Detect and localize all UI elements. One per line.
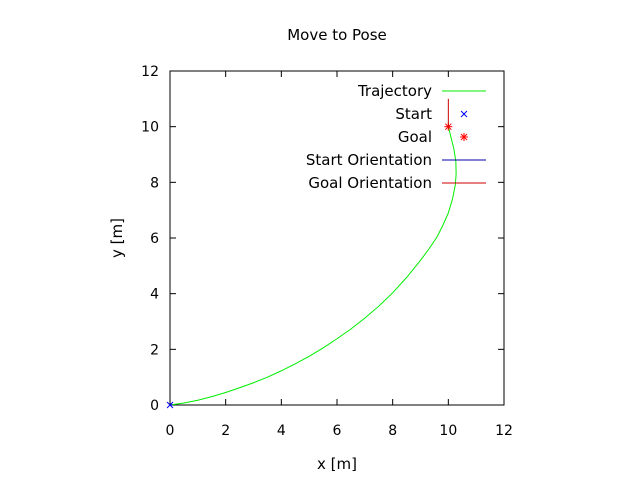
legend: Trajectory Start Goal Start Orientation Goal…	[306, 82, 486, 192]
y-axis-label: y [m]	[108, 218, 126, 258]
legend-label-goal-orientation: Goal Orientation	[308, 174, 432, 192]
legend-label-start: Start	[395, 105, 432, 123]
x-tick-label: 0	[166, 423, 175, 439]
x-tick-label: 10	[439, 423, 457, 439]
legend-swatch-goal	[460, 133, 468, 141]
y-tick-label: 10	[141, 120, 159, 136]
y-tick-label: 6	[150, 231, 159, 247]
chart-title: Move to Pose	[287, 26, 387, 44]
axis-ticks	[169, 70, 505, 406]
x-tick-label: 12	[495, 423, 513, 439]
axis-tick-labels: 0 2 4 6 8 10 12 0 2 4 6 8 10 12	[141, 64, 513, 439]
y-tick-label: 4	[150, 287, 159, 303]
legend-label-start-orientation: Start Orientation	[306, 151, 432, 169]
legend-label-trajectory: Trajectory	[357, 82, 432, 100]
plot-area-frame	[169, 70, 505, 406]
x-axis-label: x [m]	[317, 455, 357, 473]
legend-label-goal: Goal	[398, 128, 432, 146]
x-tick-label: 2	[221, 423, 230, 439]
legend-swatch-start-stroke-b	[460, 110, 468, 118]
y-tick-label: 8	[150, 175, 159, 191]
y-tick-label: 12	[141, 64, 159, 80]
y-tick-label: 2	[150, 342, 159, 358]
legend-swatch-start	[460, 110, 468, 118]
x-tick-label: 8	[388, 423, 397, 439]
y-tick-label: 0	[150, 398, 159, 414]
x-tick-label: 4	[277, 423, 286, 439]
x-tick-label: 6	[333, 423, 342, 439]
